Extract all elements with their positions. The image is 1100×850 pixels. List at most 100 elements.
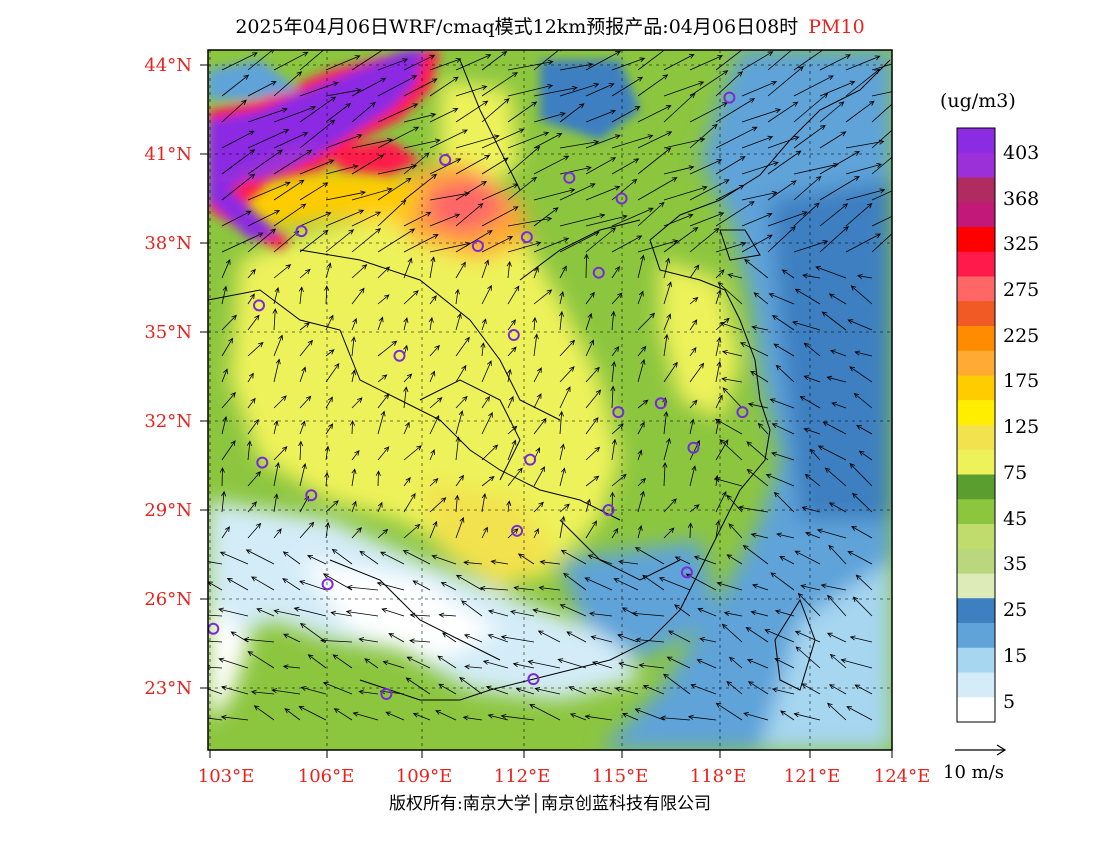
wind-arrow xyxy=(871,129,892,149)
lon-label: 103°E xyxy=(198,766,255,787)
wind-arrow xyxy=(221,74,250,97)
wind-arrow xyxy=(324,285,330,305)
wind-arrow xyxy=(741,213,773,227)
wind-arrow xyxy=(767,101,799,123)
wind-arrow xyxy=(455,203,484,227)
wind-arrow xyxy=(585,312,593,331)
wind-arrow xyxy=(560,549,587,565)
wind-arrow xyxy=(247,181,291,201)
wind-arrow xyxy=(220,714,249,721)
wind-arrow xyxy=(462,715,483,721)
wind-arrow xyxy=(481,526,488,539)
wind-arrow xyxy=(403,234,439,253)
wind-arrow xyxy=(803,427,821,435)
longitude-labels: 103°E 106°E 109°E 112°E 115°E 118°E 121°… xyxy=(198,766,931,787)
wind-arrow xyxy=(751,325,769,331)
wind-arrow xyxy=(221,368,228,383)
map-frame xyxy=(207,49,893,751)
wind-arrow xyxy=(618,661,639,669)
wind-arrow xyxy=(801,273,821,279)
station-marker xyxy=(321,578,334,591)
wind-arrow xyxy=(674,604,691,617)
wind-arrow xyxy=(507,216,553,227)
wind-arrow xyxy=(663,165,695,175)
wind-arrow xyxy=(663,527,675,539)
wind-arrow xyxy=(271,688,301,695)
wind-arrow xyxy=(534,687,561,695)
wind-arrow xyxy=(559,604,587,617)
wind-arrow xyxy=(744,258,769,279)
wind-arrow xyxy=(741,108,782,123)
wind-arrow xyxy=(429,397,443,409)
wind-arrow xyxy=(559,503,570,513)
wind-arrow xyxy=(559,183,596,201)
wind-arrow xyxy=(819,176,860,201)
wind-arrow xyxy=(487,713,509,721)
wind-arrow xyxy=(637,254,645,279)
wind-arrow xyxy=(463,560,483,566)
wind-arrow xyxy=(819,151,861,175)
wind-arrow xyxy=(221,337,233,357)
wind-arrow xyxy=(642,684,665,695)
wind-arrow xyxy=(793,92,829,123)
wind-vectors xyxy=(208,50,892,721)
wind-arrow xyxy=(208,561,223,565)
wind-arrow xyxy=(376,581,405,591)
wind-arrow xyxy=(435,710,457,721)
wind-arrow xyxy=(721,350,743,357)
colorbar-swatch xyxy=(957,647,995,673)
wind-arrow xyxy=(481,444,499,461)
copyright: 版权所有:南京大学│南京创蓝科技有限公司 xyxy=(389,794,711,814)
wind-arrow xyxy=(208,717,223,721)
wind-arrow xyxy=(481,157,509,175)
wind-arrow xyxy=(533,132,563,149)
wind-arrow xyxy=(324,471,330,487)
wind-arrow xyxy=(715,50,743,71)
wind-arrow xyxy=(845,203,873,227)
wind-arrow xyxy=(403,54,436,71)
wind-arrow xyxy=(358,689,379,695)
wind-arrow xyxy=(795,646,821,669)
wind-arrow xyxy=(533,237,570,253)
wind-arrow xyxy=(715,71,743,97)
wind-arrow xyxy=(774,658,795,669)
latitude-labels: 44°N 41°N 38°N 35°N 32°N 29°N 26°N 23°N xyxy=(144,55,192,699)
wind-arrow xyxy=(351,336,357,357)
wind-arrow xyxy=(792,320,821,331)
wind-arrow xyxy=(243,637,275,643)
wind-arrow xyxy=(375,470,381,487)
wind-arrow xyxy=(377,528,389,539)
wind-arrow xyxy=(559,339,576,357)
wind-arrow xyxy=(247,522,262,539)
wind-arrow xyxy=(689,264,700,279)
wind-arrow xyxy=(611,265,620,279)
wind-arrow xyxy=(585,214,628,227)
wind-arrow xyxy=(377,446,390,461)
wind-arrow xyxy=(663,437,671,461)
wind-arrow xyxy=(559,386,571,409)
wind-arrow xyxy=(512,662,535,669)
wind-arrow xyxy=(634,547,665,565)
colorbar-swatch xyxy=(957,276,995,302)
colorbar-label: 225 xyxy=(1003,325,1039,347)
wind-arrow xyxy=(617,633,639,643)
wind-arrow xyxy=(637,449,643,461)
wind-arrow xyxy=(282,664,301,670)
wind-arrow xyxy=(663,185,708,201)
station-marker xyxy=(295,225,308,238)
wind-arrow xyxy=(247,129,290,149)
colorbar-label: 5 xyxy=(1003,691,1015,713)
wind-arrow xyxy=(273,334,283,357)
wind-arrow xyxy=(660,715,691,721)
wind-arrow xyxy=(715,126,758,149)
wind-arrow xyxy=(771,314,795,331)
wind-arrow xyxy=(482,659,509,669)
colorbar-swatch xyxy=(957,474,995,500)
colorbar-swatch xyxy=(957,524,995,550)
wind-arrow xyxy=(307,654,327,669)
wind-arrow xyxy=(773,491,795,513)
wind-arrow xyxy=(529,704,561,721)
wind-arrow xyxy=(663,361,678,383)
wind-arrow xyxy=(208,581,223,591)
wind-arrow xyxy=(845,55,881,71)
